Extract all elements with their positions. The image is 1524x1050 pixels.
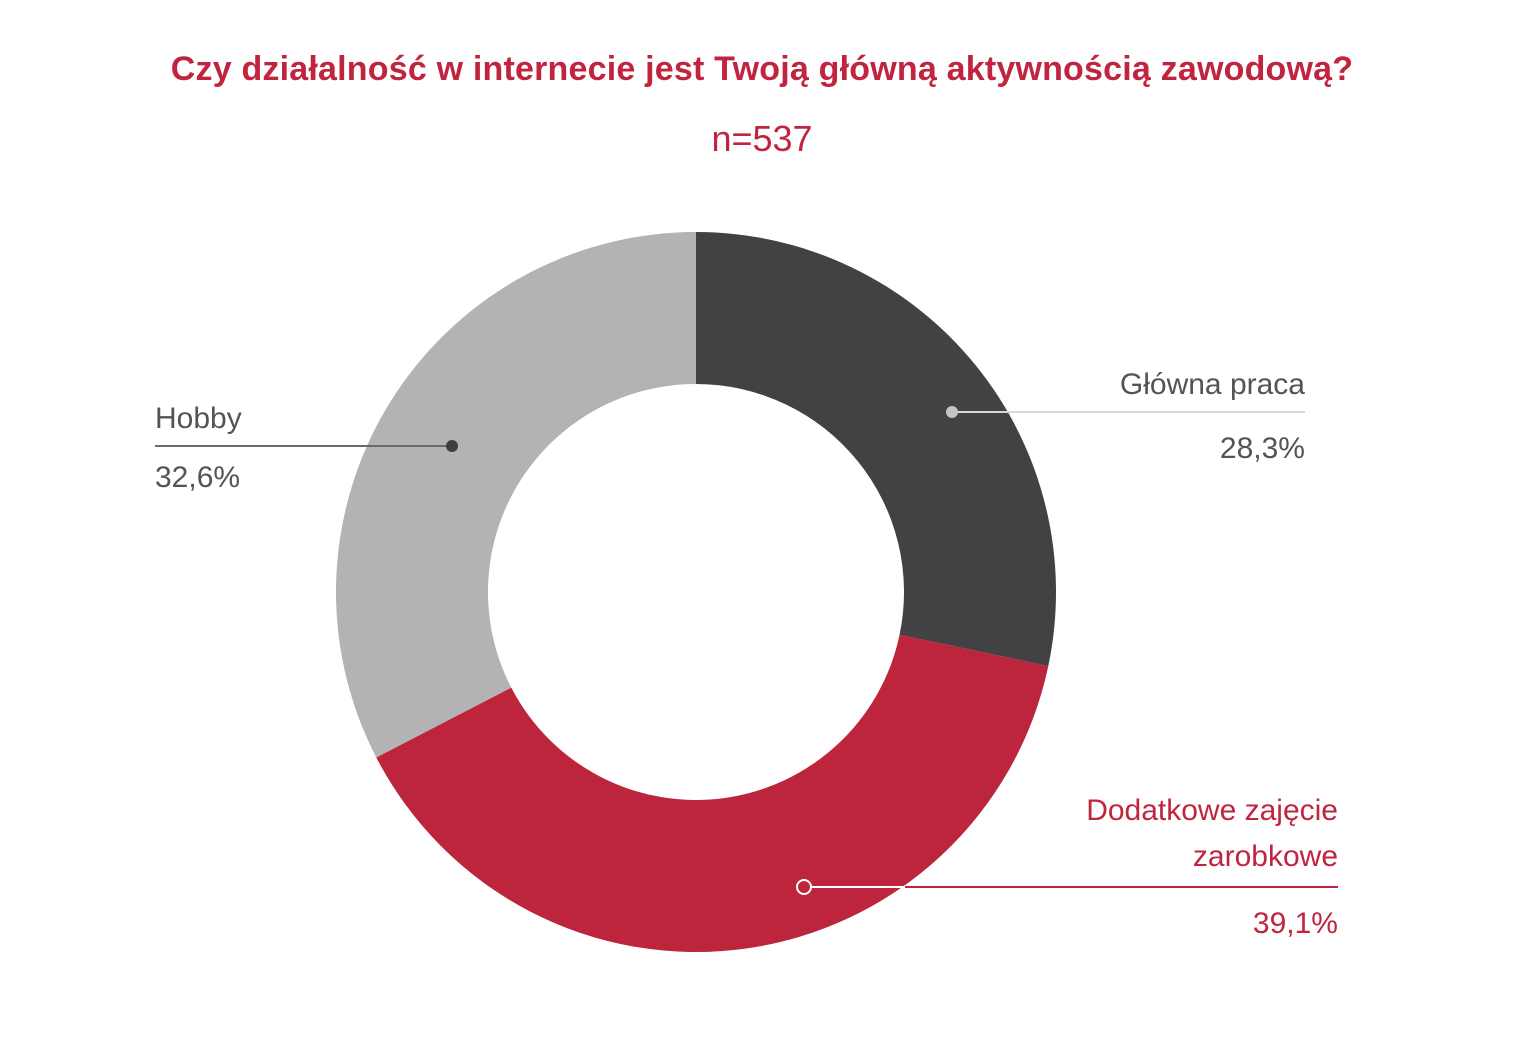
slice-glowna-praca (696, 232, 1056, 667)
slice-value-dodatkowe-zajecie: 39,1% (1253, 907, 1338, 940)
donut-slices (336, 232, 1056, 953)
slice-label-dodatkowe-zajecie-line2: zarobkowe (1193, 840, 1338, 873)
callout-hobby: Hobby 32,6% (155, 402, 458, 494)
slice-label-dodatkowe-zajecie-line1: Dodatkowe zajęcie (1086, 794, 1338, 827)
marker-dot-glowna-praca (946, 406, 958, 418)
slice-value-glowna-praca: 28,3% (1220, 432, 1305, 465)
slice-label-glowna-praca: Główna praca (1120, 368, 1305, 401)
callout-dodatkowe-zajecie: Dodatkowe zajęcie zarobkowe 39,1% (796, 794, 1338, 940)
slice-value-hobby: 32,6% (155, 461, 240, 494)
slice-hobby (336, 232, 696, 758)
marker-dot-dodatkowe-zajecie (796, 879, 812, 895)
slice-label-hobby: Hobby (155, 402, 242, 435)
chart-subtitle: n=537 (711, 118, 813, 159)
callout-glowna-praca: Główna praca 28,3% (946, 368, 1305, 465)
marker-dot-hobby (446, 440, 458, 452)
slice-dodatkowe-zajecie (376, 634, 1049, 953)
chart-title: Czy działalność w internecie jest Twoją … (170, 50, 1354, 88)
